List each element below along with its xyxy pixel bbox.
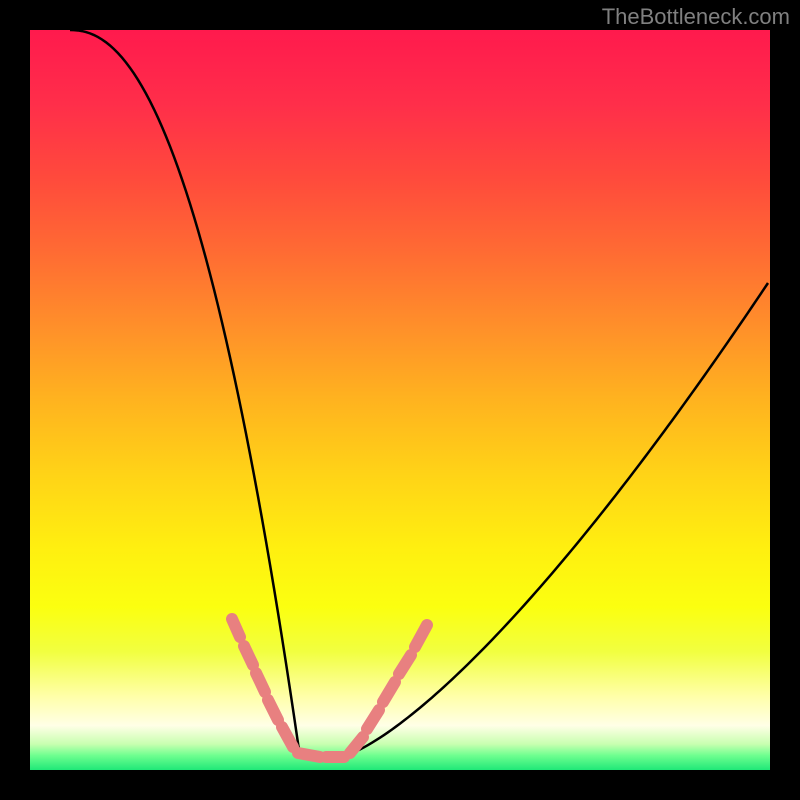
highlight-segment xyxy=(298,753,320,757)
plot-svg xyxy=(0,0,800,800)
highlight-segment xyxy=(244,646,253,665)
highlight-segment xyxy=(256,673,265,692)
chart-container: TheBottleneck.com xyxy=(0,0,800,800)
highlight-segment xyxy=(232,619,240,637)
gradient-background xyxy=(30,30,770,770)
watermark-text: TheBottleneck.com xyxy=(602,4,790,30)
